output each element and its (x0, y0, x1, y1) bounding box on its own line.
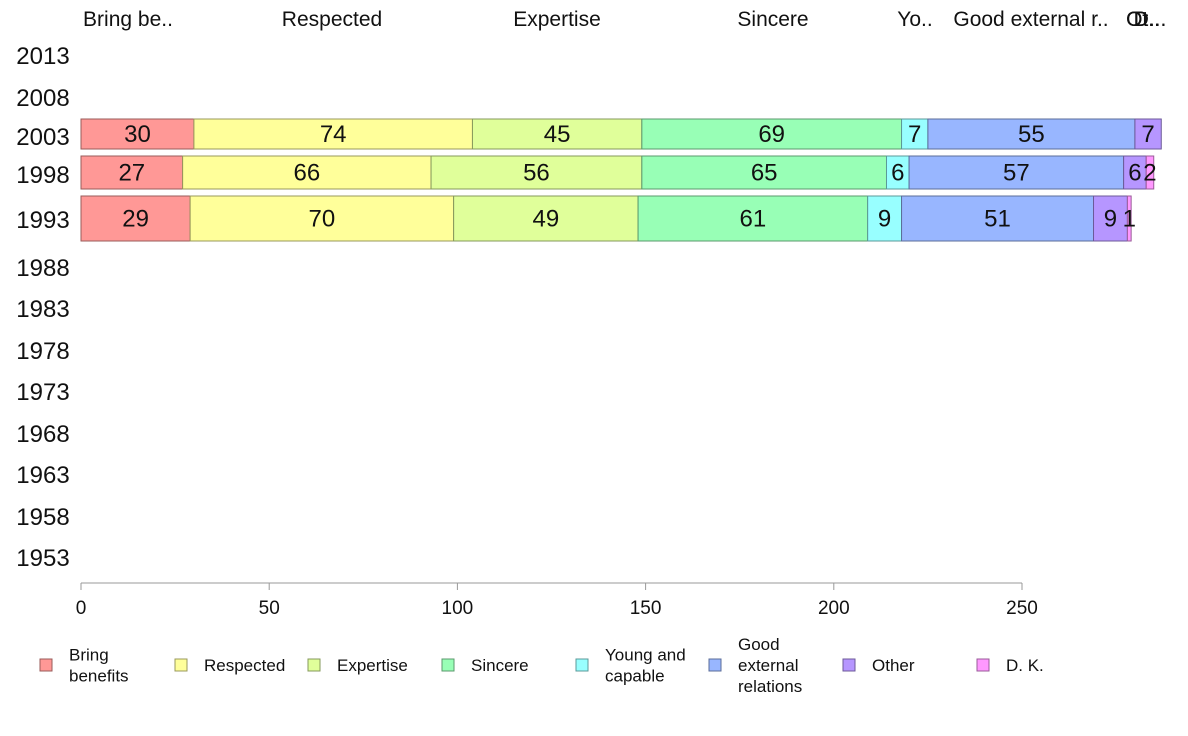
year-label: 1988 (16, 255, 69, 282)
bar-segment (908, 155, 1125, 190)
column-header: Yo.. (897, 8, 932, 31)
legend-swatch (708, 658, 722, 672)
bar-segment (193, 118, 473, 150)
year-axis: 2013 2008 2003 1998 1993 1988 1983 1978 1973 1968… (16, 43, 69, 572)
bar-value-label: 30 (124, 121, 151, 148)
column-header: Expertise (513, 8, 601, 31)
legend-swatch (307, 658, 321, 672)
column-header: Bring be.. (83, 8, 173, 31)
bar-value-label: 9 (1104, 206, 1117, 233)
bar-segment (637, 195, 869, 242)
column-headers: Bring be.. Respected Expertise Sincere Yo.. G… (83, 8, 1166, 31)
bar-value-label: 74 (320, 121, 347, 148)
x-axis: 0 50 100 150 200 250 (76, 582, 1038, 619)
bar-value-label: 7 (908, 121, 921, 148)
legend-label: Respected (204, 656, 285, 675)
bar-value-label: 55 (1018, 121, 1045, 148)
bar-segment (182, 155, 432, 190)
year-label: 1998 (16, 162, 69, 189)
bar-segment (1126, 195, 1132, 242)
bar-value-label: 6 (891, 160, 904, 187)
bar-segment (867, 195, 903, 242)
legend: Bring benefits Respected Expertise Sincere Yo… (39, 635, 1044, 696)
legend-swatch (174, 658, 188, 672)
year-label: 1983 (16, 296, 69, 323)
column-header: Ot.. (1126, 8, 1160, 31)
x-tick-label: 50 (259, 598, 280, 619)
bar-value-label: 2 (1143, 160, 1156, 187)
legend-label: D. K. (1006, 656, 1044, 675)
year-label: 2008 (16, 85, 69, 112)
legend-label: Young and capable (605, 646, 686, 686)
year-label: 1978 (16, 338, 69, 365)
year-label: 2003 (16, 124, 69, 151)
bar-value-label: 49 (533, 206, 560, 233)
legend-swatch (976, 658, 990, 672)
legend-label: Sincere (471, 656, 529, 675)
bar-value-label: 61 (740, 206, 767, 233)
bar-value-label: 7 (1141, 121, 1154, 148)
x-tick-label: 0 (76, 598, 87, 619)
bar-segment (471, 118, 643, 150)
year-label: 1963 (16, 462, 69, 489)
bar-segment (1134, 118, 1162, 150)
bar-segment (1093, 195, 1128, 242)
bar-value-label: 65 (751, 160, 778, 187)
bar-value-label: 69 (758, 121, 785, 148)
year-label: 1958 (16, 504, 69, 531)
column-header: Ot.. (1126, 8, 1160, 31)
legend-swatch (441, 658, 455, 672)
bar-segment (1145, 155, 1155, 190)
column-header: Sincere (737, 8, 808, 31)
year-label: 2013 (16, 43, 69, 70)
column-header: Respected (282, 8, 382, 31)
year-label: 1953 (16, 545, 69, 572)
bar-segment (80, 118, 195, 150)
bar-value-label: 56 (523, 160, 550, 187)
bar-value-label: 70 (309, 206, 336, 233)
column-header: Good external r.. (953, 8, 1108, 31)
legend-swatch (39, 658, 53, 672)
legend-label: Bring benefits (69, 646, 129, 686)
bar-segment (901, 118, 929, 150)
bar-value-label: 9 (878, 206, 891, 233)
year-label: 1968 (16, 421, 69, 448)
bar-segment (641, 155, 887, 190)
column-header: D... (1134, 8, 1167, 31)
bar-value-label: 1 (1123, 206, 1136, 233)
bar-segment (901, 195, 1095, 242)
bar-value-label: 51 (984, 206, 1011, 233)
x-tick-label: 150 (630, 598, 662, 619)
year-label: 1993 (16, 207, 69, 234)
legend-swatch (575, 658, 589, 672)
x-tick-label: 200 (818, 598, 850, 619)
bar-value-label: 57 (1003, 160, 1030, 187)
bars-area: 30 74 45 69 7 55 727 66 56 65 6 57 6 229 70 49 61 9 51 9 1 (80, 118, 1162, 242)
bar-value-label: 66 (293, 160, 320, 187)
bar-value-label: 6 (1128, 160, 1141, 187)
legend-label: Expertise (337, 656, 408, 675)
bar-value-label: 45 (544, 121, 571, 148)
bar-value-label: 27 (118, 160, 145, 187)
bar-value-label: 29 (122, 206, 149, 233)
legend-label: Other (872, 656, 915, 675)
legend-swatch (842, 658, 856, 672)
column-header: D... (1134, 8, 1167, 31)
x-tick-label: 250 (1006, 598, 1038, 619)
x-tick-label: 100 (442, 598, 474, 619)
legend-label: Good external relations (738, 635, 802, 696)
year-label: 1973 (16, 379, 69, 406)
